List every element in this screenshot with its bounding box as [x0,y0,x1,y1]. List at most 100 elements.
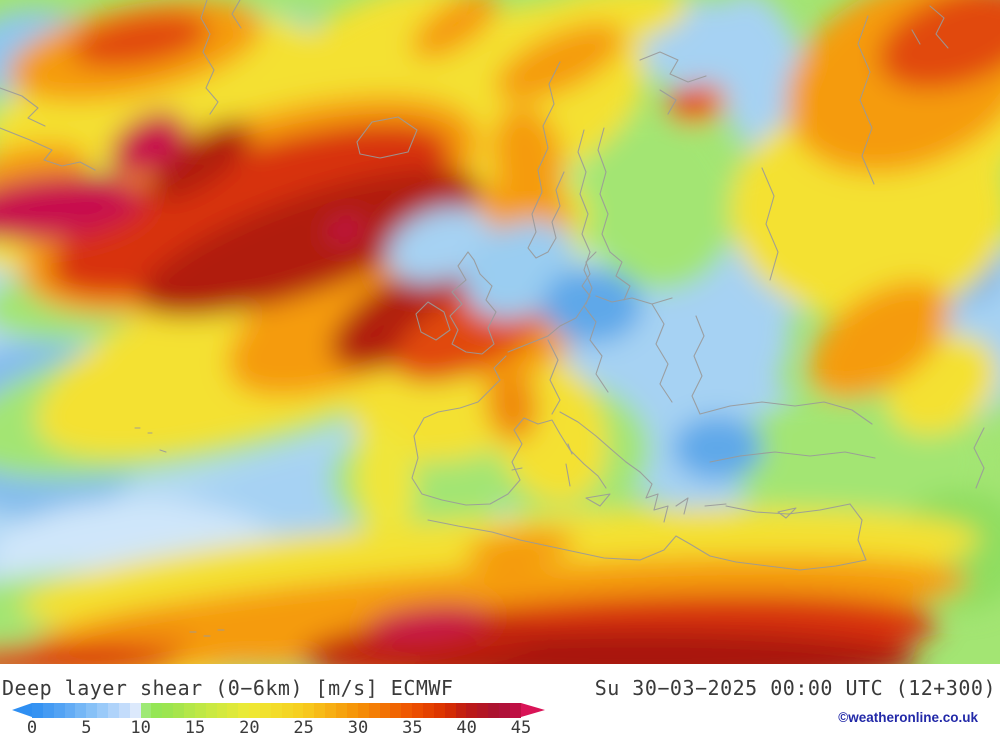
legend-color-segment [466,703,478,718]
legend-colorbar [32,703,521,718]
shear-field-blob [109,111,187,175]
legend-color-segment [325,703,337,718]
map-region [0,0,1000,664]
coastline-path [449,251,497,355]
shear-field-blob [485,366,539,442]
shear-field-blob [465,528,575,568]
legend-tick: 15 [184,718,206,733]
legend-color-segment [281,703,293,718]
shear-field-blob [139,168,481,318]
legend-tick: 20 [239,718,260,733]
shear-map-svg [0,0,1000,664]
shear-field-blob [300,619,540,664]
shear-field-blob [354,425,416,535]
legend-color-segment [53,703,65,718]
coastline-path [585,251,597,275]
coastline-path [699,401,873,425]
coastline-path [411,355,525,506]
legend-color-segment [412,703,423,718]
legend-color-segment [477,703,489,718]
legend-color-segment [64,703,76,718]
coastline-path [507,325,561,353]
legend-color-segment [86,703,98,718]
legend-color-segment [433,703,445,718]
coastline-path [231,0,242,29]
coastline-path [159,449,167,453]
coastline-path [0,87,46,127]
legend-tick: 35 [402,718,423,733]
legend-color-segment [108,703,119,718]
legend-color-segment [249,703,261,718]
coastline-path [691,315,705,415]
copyright-link[interactable]: ©weatheronline.co.uk [838,710,978,725]
coastline-path [427,519,867,571]
coastline-path [189,629,225,637]
legend-color-segment [401,703,413,718]
coastline-path [857,15,875,185]
legend-color-segment [270,703,282,718]
coastline-path [559,411,641,473]
shear-field-blob [0,174,145,242]
coastline-path [585,493,611,507]
legend-color-segment [194,703,206,718]
legend-tick: 10 [130,718,151,733]
legend-tick: 40 [456,718,477,733]
coastline-path [577,129,593,305]
legend-color-segment [303,703,315,718]
legend-color-segment [260,703,271,718]
coastline-path [639,471,669,523]
legend-tick: 30 [347,718,369,733]
legend-color-segment [151,703,163,718]
map-title: Deep layer shear (0−6km) [m/s] ECMWF [2,676,454,700]
legend-color-segment [498,703,510,718]
legend-arrow-right-icon [521,703,545,717]
shear-field-blob [148,119,252,201]
legend-color-segment [129,703,141,718]
legend-color-segment [379,703,391,718]
coastline-path [547,339,561,415]
legend-arrow-left-icon [12,703,32,717]
coastline-path [911,29,921,45]
shear-field-blob [49,123,451,297]
legend-color-segment [509,703,521,718]
legend-color-segment [118,703,130,718]
shear-field-blob [542,267,642,343]
legend-color-segment [140,703,152,718]
coastline-path [639,51,707,83]
coastline-path [511,467,523,471]
shear-field-blob [491,105,565,215]
legend-color-segment [444,703,456,718]
legend-color-segment [346,703,358,718]
coastline-path [709,451,876,463]
coastline-path [777,507,797,519]
coastline-path [704,503,727,507]
coastlines-layer [0,0,985,637]
legend-color-segment [75,703,87,718]
coastline-path [415,301,451,341]
legend-color-segment [238,703,250,718]
legend-color-segment [368,703,380,718]
legend-color-segment [32,703,43,718]
shear-field-blob [327,218,363,242]
coastline-path [597,127,611,253]
legend-color-segment [314,703,326,718]
legend-color-segment [216,703,228,718]
coastline-path [134,427,153,434]
coastline-path [973,427,985,489]
map-datetime: Su 30−03−2025 00:00 UTC (12+300) [594,676,996,700]
shear-field-blob [878,0,1000,90]
coastline-path [849,503,867,561]
coastline-path [527,61,565,259]
legend-tick: 25 [293,718,314,733]
legend-color-segment [422,703,434,718]
legend-tick: 5 [81,718,92,733]
legend-tick: 45 [510,718,532,733]
legend-color-segment [292,703,304,718]
coastline-path [356,116,418,159]
coastline-path [595,295,673,305]
legend-color-segment [42,703,54,718]
coastline-path [929,5,949,49]
legend-color-segment [184,703,195,718]
shear-field-blob [366,604,490,640]
